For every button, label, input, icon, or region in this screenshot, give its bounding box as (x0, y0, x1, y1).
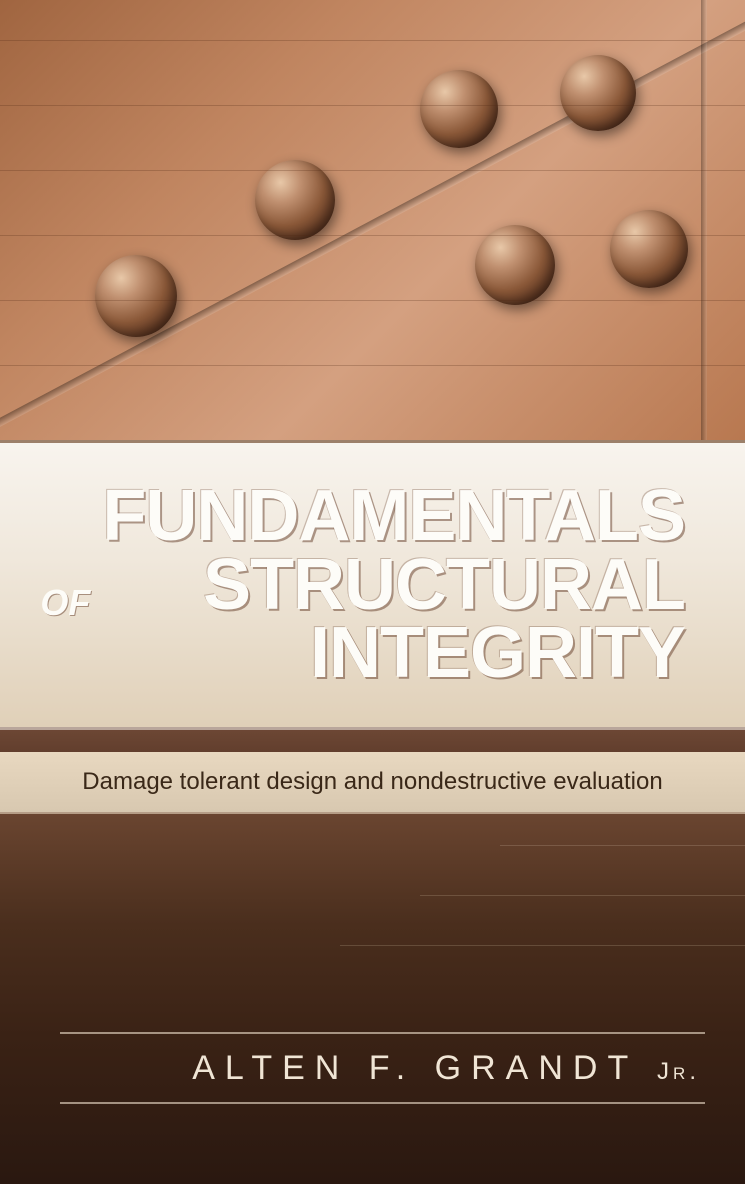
author-name-text: ALTEN F. GRANDT (192, 1049, 637, 1087)
grid-line (500, 845, 745, 846)
title-of: OF (40, 582, 90, 624)
author-suffix: Jr. (657, 1058, 700, 1085)
rivet (560, 55, 636, 131)
grid-line (0, 365, 745, 366)
rivet (475, 225, 555, 305)
title-band: FUNDAMENTALS OF STRUCTURAL INTEGRITY (0, 440, 745, 730)
rivet (95, 255, 177, 337)
book-cover: FUNDAMENTALS OF STRUCTURAL INTEGRITY Dam… (0, 0, 745, 1184)
author-rule-bot (60, 1102, 705, 1104)
bottom-section: ALTEN F. GRANDT Jr. (0, 814, 745, 1184)
title-line-2: STRUCTURAL (102, 551, 685, 619)
grid-line (420, 895, 745, 896)
rivet (255, 160, 335, 240)
vertical-seam (701, 0, 707, 440)
grid-line (0, 300, 745, 301)
title-group: FUNDAMENTALS OF STRUCTURAL INTEGRITY (102, 482, 685, 687)
title-line-1: FUNDAMENTALS (102, 482, 685, 550)
title-line-3: INTEGRITY (102, 619, 685, 687)
author-name: ALTEN F. GRANDT Jr. (192, 1049, 700, 1088)
grid-line (0, 105, 745, 106)
grid-line (0, 235, 745, 236)
rivet (420, 70, 498, 148)
author-rule-top (60, 1032, 705, 1034)
top-metal-texture (0, 0, 745, 440)
grid-line (0, 40, 745, 41)
grid-line (0, 170, 745, 171)
subtitle-text: Damage tolerant design and nondestructiv… (82, 768, 662, 796)
rivet (610, 210, 688, 288)
grid-line (340, 945, 745, 946)
subtitle-band: Damage tolerant design and nondestructiv… (0, 752, 745, 814)
